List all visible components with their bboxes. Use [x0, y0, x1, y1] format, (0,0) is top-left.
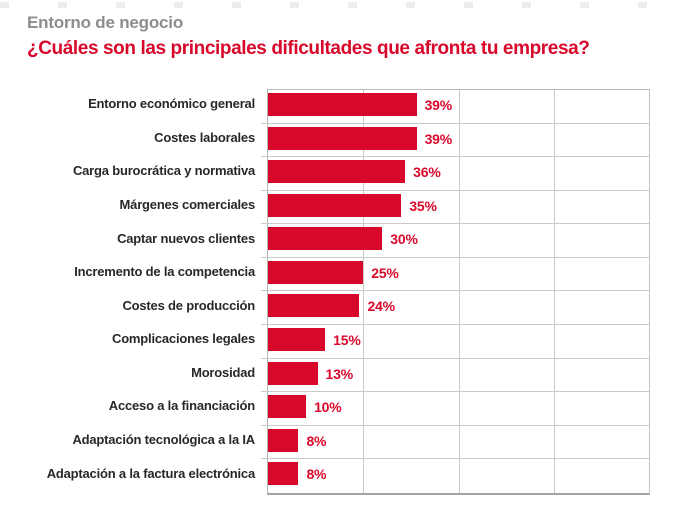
- chart-kicker-title: Entorno de negocio: [27, 13, 184, 32]
- bar-row: 8%: [261, 426, 649, 460]
- bar-value-label: 39%: [424, 130, 453, 147]
- bar-value-label: 13%: [325, 365, 354, 382]
- x-gridline-50: [458, 90, 460, 493]
- bar: [268, 160, 406, 184]
- category-label: Acceso a la financiación: [108, 398, 255, 414]
- bar-row: 39%: [261, 124, 649, 158]
- bar-row: 15%: [261, 325, 649, 359]
- category-label: Adaptación a la factura electrónica: [46, 465, 255, 481]
- top-dotted-divider: [0, 2, 680, 8]
- bar-row: 25%: [261, 258, 649, 292]
- bar: [268, 294, 360, 318]
- bar-value-label: 8%: [306, 432, 327, 449]
- bar-value-label: 36%: [413, 164, 441, 181]
- bar-value-label: 8%: [306, 466, 327, 483]
- bar: [268, 193, 402, 217]
- category-label: Adaptación tecnológica a la IA: [72, 432, 255, 448]
- category-label: Morosidad: [191, 364, 255, 380]
- bar-row: 24%: [261, 291, 649, 326]
- bar-value-label: 35%: [409, 197, 437, 214]
- bar: [268, 428, 299, 452]
- bar: [268, 328, 326, 352]
- chart-header: Entorno de negocio ¿Cuáles son las princ…: [0, 0, 680, 61]
- bar: [268, 227, 383, 251]
- category-label: Incremento de la competencia: [74, 264, 255, 280]
- bar-row: 10%: [261, 392, 649, 426]
- bar-chart: Entorno económico general Costes laborale…: [0, 89, 650, 495]
- bar: [268, 462, 299, 486]
- bar: [268, 395, 307, 419]
- plot-area: 39% 39% 36% 35% 30% 25% 24% 15% 13% 10% 8% 8%: [261, 89, 650, 495]
- bar: [268, 260, 364, 284]
- category-label: Entorno económico general: [88, 96, 255, 112]
- bar-row: 35%: [261, 191, 649, 225]
- bar-row: 13%: [261, 359, 649, 393]
- category-label: Costes de producción: [122, 297, 255, 313]
- category-label: Captar nuevos clientes: [117, 230, 255, 246]
- x-gridline-25: [363, 90, 365, 493]
- bar-value-label: 30%: [390, 231, 418, 248]
- chart-question-subtitle: ¿Cuáles son las principales dificultades…: [27, 38, 590, 59]
- bar-value-label: 39%: [424, 97, 453, 113]
- bar-row: 8%: [268, 459, 649, 493]
- x-gridline-75: [553, 90, 555, 493]
- bar-value-label: 24%: [367, 298, 395, 315]
- category-label: Complicaciones legales: [112, 331, 255, 347]
- bar-row: 39%: [261, 90, 649, 124]
- bar-row: 36%: [261, 157, 649, 191]
- bar-value-label: 10%: [314, 399, 342, 416]
- category-label: Carga burocrática y normativa: [72, 163, 255, 179]
- bar-row: 30%: [261, 224, 649, 258]
- category-labels: Entorno económico general Costes laborale…: [0, 89, 267, 495]
- category-label: Márgenes comerciales: [119, 197, 256, 213]
- category-label: Costes laborales: [154, 129, 255, 145]
- bar: [268, 126, 417, 150]
- bar-value-label: 15%: [333, 332, 361, 349]
- bar: [268, 361, 318, 385]
- bar: [268, 93, 417, 116]
- bar-value-label: 25%: [371, 264, 399, 281]
